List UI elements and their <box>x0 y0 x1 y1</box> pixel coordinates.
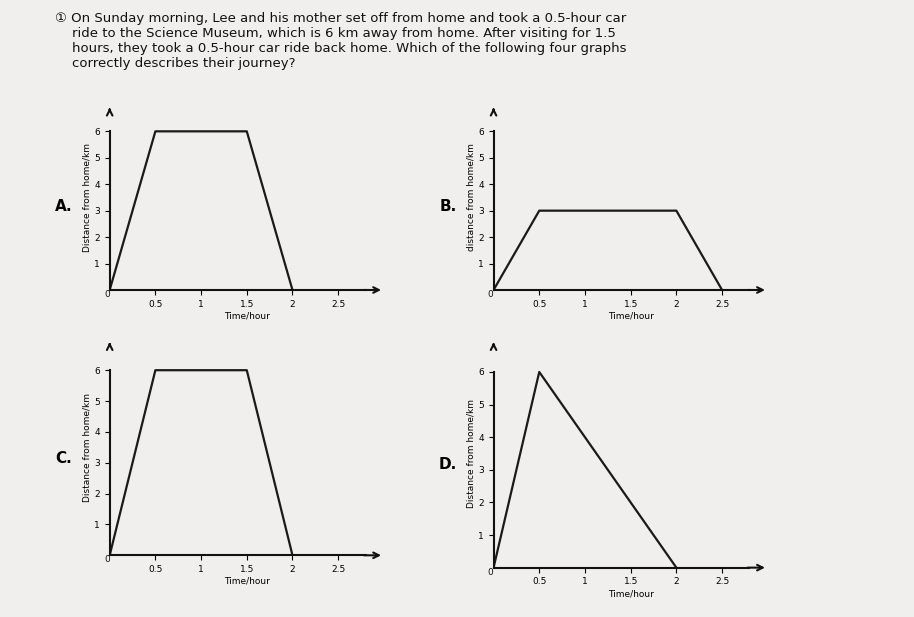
X-axis label: Time/hour: Time/hour <box>608 589 654 598</box>
Text: 0: 0 <box>104 555 110 565</box>
Y-axis label: distance from home/km: distance from home/km <box>466 144 475 251</box>
Text: 0: 0 <box>488 568 494 577</box>
X-axis label: Time/hour: Time/hour <box>608 312 654 320</box>
Text: A.: A. <box>55 199 73 214</box>
Y-axis label: Distance from home/km: Distance from home/km <box>82 393 91 502</box>
Text: 0: 0 <box>104 290 110 299</box>
Text: B.: B. <box>440 199 456 214</box>
Y-axis label: Distance from home/km: Distance from home/km <box>466 399 475 508</box>
Text: D.: D. <box>439 457 457 473</box>
Y-axis label: Distance from home/km: Distance from home/km <box>82 143 91 252</box>
Text: C.: C. <box>56 450 72 466</box>
X-axis label: Time/hour: Time/hour <box>224 577 270 586</box>
Text: ① On Sunday morning, Lee and his mother set off from home and took a 0.5-hour ca: ① On Sunday morning, Lee and his mother … <box>55 12 626 70</box>
Text: 0: 0 <box>488 290 494 299</box>
X-axis label: Time/hour: Time/hour <box>224 312 270 320</box>
